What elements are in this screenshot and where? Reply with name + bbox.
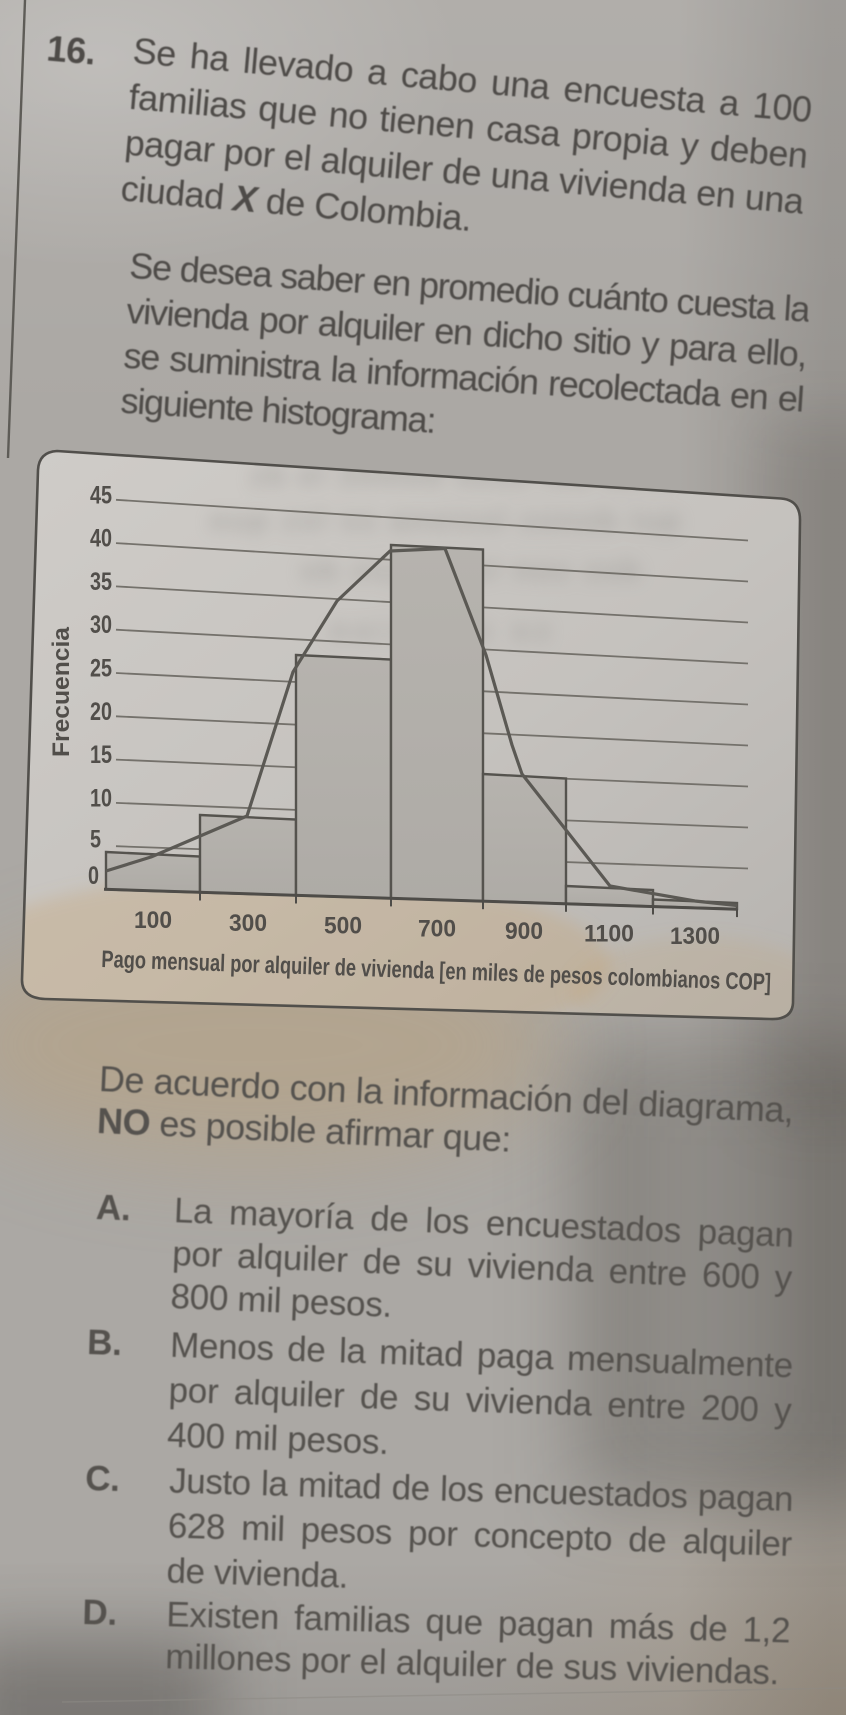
svg-text:0: 0 xyxy=(88,862,99,890)
svg-text:noizsloz sz: noizsloz sz xyxy=(330,614,550,647)
svg-text:Frecuencia: Frecuencia xyxy=(48,626,75,757)
svg-text:40: 40 xyxy=(90,525,112,553)
svg-text:25: 25 xyxy=(90,655,112,683)
svg-text:35: 35 xyxy=(90,568,112,596)
svg-text:500: 500 xyxy=(324,913,362,940)
svg-text:10: 10 xyxy=(90,784,112,812)
svg-text:900: 900 xyxy=(505,918,543,945)
svg-text:15: 15 xyxy=(90,741,112,769)
svg-text:Pago mensual por alquiler de v: Pago mensual por alquiler de vivienda [e… xyxy=(101,946,772,996)
svg-text:20: 20 xyxy=(90,698,112,726)
svg-text:700: 700 xyxy=(418,915,456,942)
svg-text:1100: 1100 xyxy=(584,921,634,948)
svg-text:5: 5 xyxy=(90,826,101,854)
svg-text:zb el 20meb o2sz lsb ozio: zb el 20meb o2sz lsb ozio xyxy=(250,459,670,492)
svg-text:100: 100 xyxy=(134,907,172,934)
svg-text:30: 30 xyxy=(90,611,112,639)
svg-text:300: 300 xyxy=(229,910,267,937)
svg-text:45: 45 xyxy=(90,481,112,509)
svg-text:eup zsl ss anoizsl zonsb iup: eup zsl ss anoizsl zonsb iup xyxy=(210,504,680,537)
svg-text:1300: 1300 xyxy=(670,923,720,950)
svg-text:sb zojsb zsl noz zsb: sb zojsb zsl noz zsb xyxy=(300,554,640,587)
